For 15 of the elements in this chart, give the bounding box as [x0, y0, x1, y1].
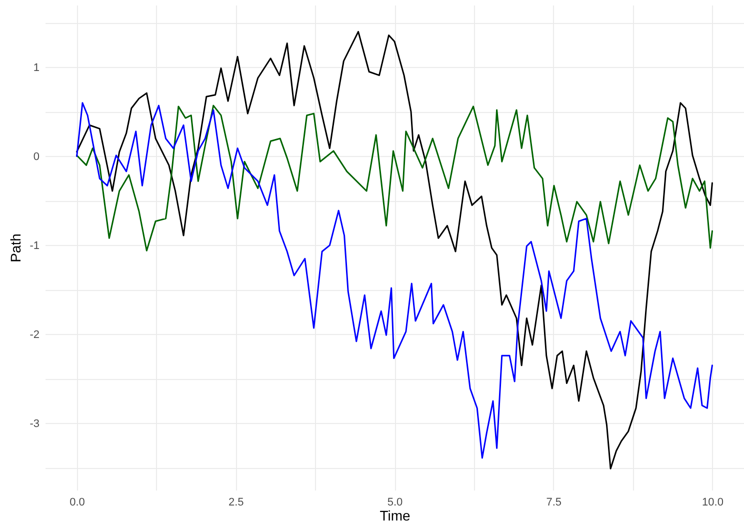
x-axis-title: Time: [380, 508, 411, 524]
y-tick-label: -2: [30, 328, 40, 341]
x-tick-label: 7.5: [546, 496, 562, 508]
x-tick-label: 2.5: [228, 496, 244, 508]
y-axis-title: Path: [8, 234, 24, 262]
line-series: [76, 104, 713, 252]
y-tick-label: -3: [30, 418, 40, 430]
x-tick-label: 0.0: [70, 496, 85, 508]
y-tick-label: 1: [33, 62, 40, 74]
y-tick-label: -1: [30, 240, 40, 252]
x-tick-label: 10.0: [702, 496, 724, 508]
line-series: [76, 30, 713, 470]
x-tick-label: 5.0: [387, 496, 403, 508]
line-series: [76, 102, 713, 459]
y-tick-label: 0: [33, 150, 40, 163]
